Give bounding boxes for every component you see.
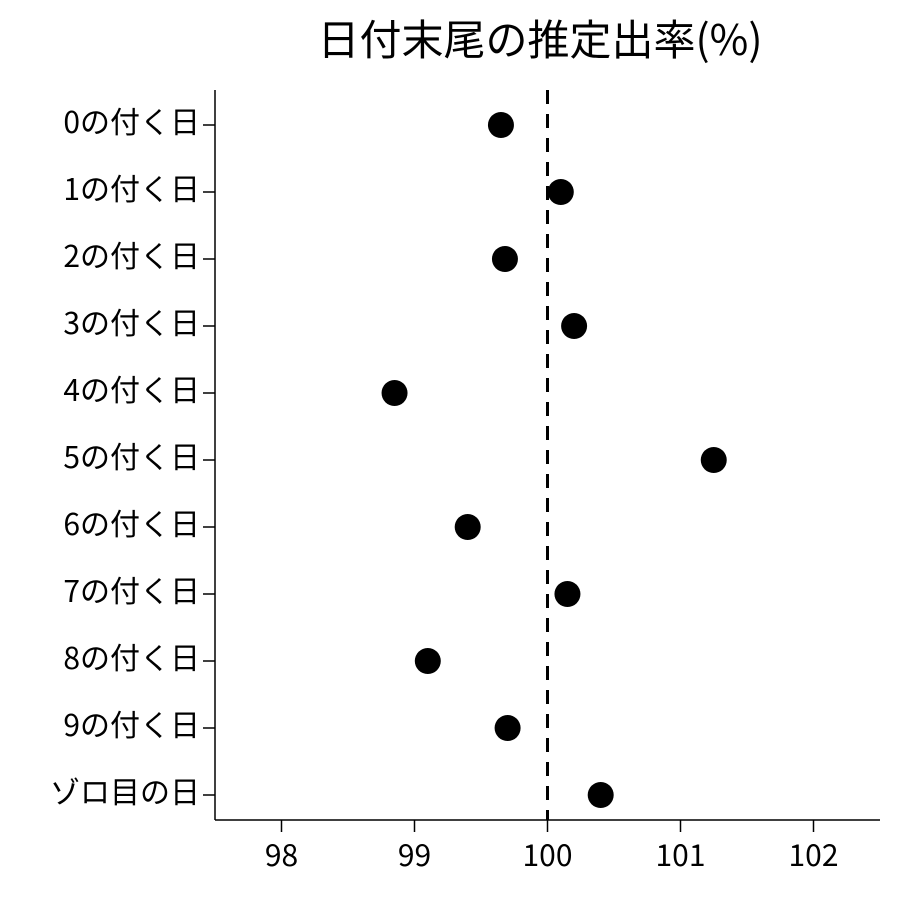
y-tick-label: 1の付く日 [63,165,200,209]
data-point [382,380,408,406]
data-point [554,581,580,607]
y-tick-label: 4の付く日 [63,366,200,410]
x-tick-label: 102 [789,831,839,875]
y-tick-label: 8の付く日 [63,634,200,678]
y-tick-label: 6の付く日 [63,500,200,544]
data-point [495,715,521,741]
data-point [561,313,587,339]
y-tick-label: 0の付く日 [63,98,200,142]
y-tick-label: 9の付く日 [63,701,200,745]
x-tick-label: 98 [265,831,298,875]
data-point [701,447,727,473]
y-tick-label: 5の付く日 [63,433,200,477]
x-tick-label: 101 [656,831,706,875]
y-tick-label: 3の付く日 [63,299,200,343]
y-tick-label: 2の付く日 [63,232,200,276]
dot-plot: 日付末尾の推定出率(%) 0の付く日 1の付く日 2の付く日 3の付く日 4の付く日 5の付… [0,0,900,900]
data-point [548,179,574,205]
data-point [588,782,614,808]
y-tick-label: 7の付く日 [63,567,200,611]
x-tick-label: 100 [523,831,573,875]
data-point [492,246,518,272]
data-point [488,112,514,138]
x-tick-label: 99 [398,831,431,875]
chart-title: 日付末尾の推定出率(%) [317,7,762,68]
y-tick-label: ゾロ目の日 [50,768,200,812]
data-point [455,514,481,540]
data-point [415,648,441,674]
